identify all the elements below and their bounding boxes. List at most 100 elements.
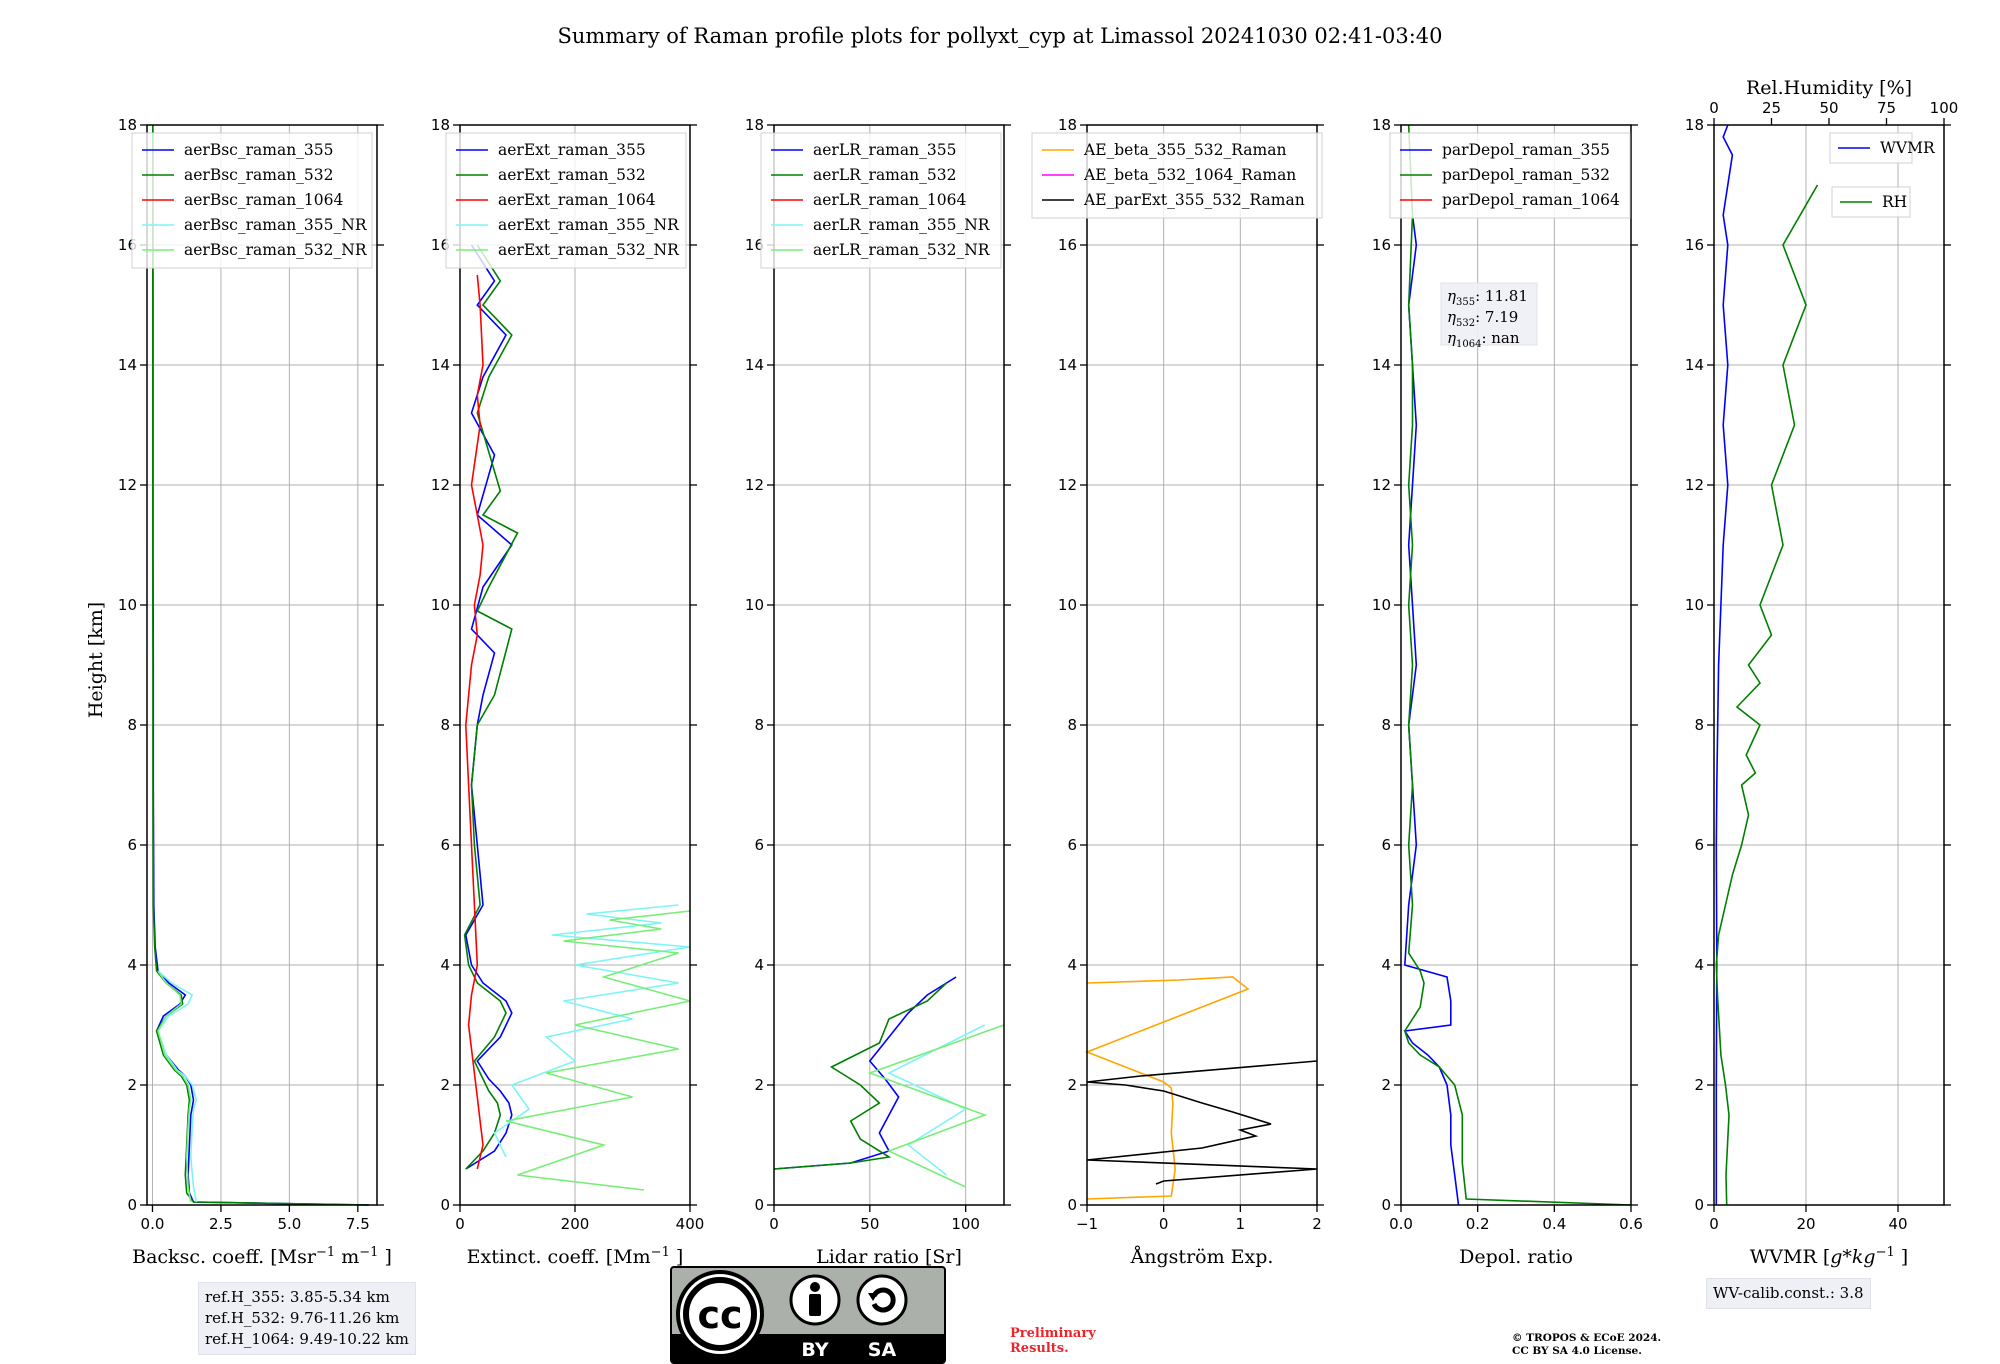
- series-line-WVMR: [1715, 124, 1734, 1205]
- tick-labels: 0 2 4 6 8 10 12 14 16 18 0 20 40: [1685, 116, 1908, 1233]
- panel-extinction: 0 2 4 6 8 10 12 14 16 18 0 200 400 Extinct. coeff. [M…: [431, 116, 704, 1268]
- xtick-label-1: 2.5: [209, 1215, 233, 1233]
- legend-entry-aerLR_raman_532_NR: aerLR_raman_532_NR: [813, 241, 991, 259]
- ref-height-355: ref.H_355: 3.85-5.34 km: [205, 1288, 390, 1306]
- xtick-label-1: 200: [561, 1215, 590, 1233]
- series-line-aerLR_raman_532: [773, 982, 948, 1170]
- rh-axis: 0 25 50 75 100: [1709, 99, 1958, 125]
- rh-tick-label-3: 75: [1877, 99, 1896, 117]
- ytick-label-9: 18: [1685, 116, 1704, 134]
- ytick-label-6: 12: [118, 476, 137, 494]
- ytick-label-2: 4: [127, 956, 137, 974]
- xtick-label-1: 50: [860, 1215, 879, 1233]
- cc-license-badge: cc BY SA: [670, 1266, 946, 1364]
- series-group: [1084, 976, 1318, 1200]
- ytick-label-2: 4: [1067, 956, 1077, 974]
- series-line-aerBsc_raman_355_NR: [157, 970, 198, 1203]
- x-axis-label: Depol. ratio: [1459, 1246, 1573, 1268]
- ytick-label-5: 10: [431, 596, 450, 614]
- ytick-label-3: 6: [440, 836, 450, 854]
- plot-frame: [773, 124, 1005, 1206]
- ytick-label-5: 10: [1685, 596, 1704, 614]
- legend-entry-AE_beta_532_1064_Raman: AE_beta_532_1064_Raman: [1083, 166, 1296, 184]
- x-axis-label: Extinct. coeff. [Mm−1 ]: [467, 1245, 684, 1268]
- xtick-label-2: 400: [676, 1215, 705, 1233]
- plot-frame: [146, 124, 378, 1206]
- x-axis-label: Ångström Exp.: [1130, 1246, 1274, 1268]
- rh-tick-label-1: 25: [1762, 99, 1781, 117]
- xtick-label-0: −1: [1076, 1215, 1098, 1233]
- ytick-label-0: 0: [754, 1196, 764, 1214]
- ytick-label-4: 8: [1381, 716, 1391, 734]
- plot-area: [1087, 125, 1317, 1205]
- xtick-label-0: 0.0: [141, 1215, 165, 1233]
- legend-entry-aerExt_raman_1064: aerExt_raman_1064: [498, 191, 656, 209]
- rh-axis-label: Rel.Humidity [%]: [1746, 77, 1912, 99]
- panel-lidar-ratio: 0 2 4 6 8 10 12 14 16 18 0 50 100 Lidar ratio [Sr] aer…: [745, 116, 1011, 1268]
- legend-entry-aerLR_raman_355: aerLR_raman_355: [813, 141, 956, 159]
- rh-tick-label-0: 0: [1709, 99, 1719, 117]
- ytick-label-0: 0: [1694, 1196, 1704, 1214]
- legend-entry-aerExt_raman_532: aerExt_raman_532: [498, 166, 646, 184]
- ytick-label-9: 18: [431, 116, 450, 134]
- ytick-label-0: 0: [440, 1196, 450, 1214]
- ytick-label-4: 8: [440, 716, 450, 734]
- ytick-label-0: 0: [127, 1196, 137, 1214]
- x-axis-label: WVMR [g*kg−1 ]: [1750, 1245, 1908, 1268]
- ytick-label-2: 4: [1694, 956, 1704, 974]
- ref-height-1064: ref.H_1064: 9.49-10.22 km: [205, 1330, 409, 1348]
- legend-entry-aerExt_raman_532_NR: aerExt_raman_532_NR: [498, 241, 680, 259]
- y-axis-label: Height [km]: [85, 602, 107, 718]
- ytick-label-1: 2: [440, 1076, 450, 1094]
- ytick-label-7: 14: [1058, 356, 1077, 374]
- series-line-aerExt_raman_1064: [464, 274, 484, 1170]
- xtick-label-2: 1: [1236, 1215, 1246, 1233]
- ytick-label-3: 6: [1381, 836, 1391, 854]
- ytick-label-6: 12: [431, 476, 450, 494]
- xtick-label-0: 0: [769, 1215, 779, 1233]
- ytick-label-8: 16: [1058, 236, 1077, 254]
- ref-height-532: ref.H_532: 9.76-11.26 km: [205, 1309, 400, 1327]
- series-group: [1715, 124, 1819, 1206]
- ytick-label-6: 12: [1058, 476, 1077, 494]
- legend-entry-aerLR_raman_355_NR: aerLR_raman_355_NR: [813, 216, 991, 234]
- xtick-label-3: 2: [1312, 1215, 1322, 1233]
- ytick-label-1: 2: [1694, 1076, 1704, 1094]
- ytick-label-7: 14: [118, 356, 137, 374]
- series-line-aerExt_raman_532: [463, 244, 519, 1170]
- series-line-aerBsc_raman_532_NR: [157, 970, 192, 1203]
- series-line-RH: [1715, 184, 1819, 1206]
- ytick-label-4: 8: [1694, 716, 1704, 734]
- legend-entry-aerExt_raman_355_NR: aerExt_raman_355_NR: [498, 216, 680, 234]
- ytick-label-1: 2: [1381, 1076, 1391, 1094]
- preliminary-note: Preliminary Results.: [1010, 1326, 1096, 1356]
- ytick-label-6: 12: [745, 476, 764, 494]
- legend-entry-aerBsc_raman_1064: aerBsc_raman_1064: [184, 191, 344, 209]
- eta-1064: η1064: nan: [1447, 329, 1520, 350]
- preliminary-line-2: Results.: [1010, 1341, 1069, 1356]
- xtick-label-3: 0.6: [1619, 1215, 1643, 1233]
- preliminary-line-1: Preliminary: [1010, 1326, 1096, 1341]
- ytick-label-7: 14: [1372, 356, 1391, 374]
- xtick-label-2: 40: [1888, 1215, 1907, 1233]
- plot-area: [774, 125, 1004, 1205]
- xtick-label-2: 0.4: [1542, 1215, 1566, 1233]
- legend: parDepol_raman_355 parDepol_raman_532 parD…: [1389, 132, 1631, 219]
- ytick-label-2: 4: [440, 956, 450, 974]
- sa-share-icon: [856, 1274, 908, 1326]
- wv-calib-box: WV-calib.const.: 3.8: [1706, 1278, 1871, 1309]
- ytick-label-1: 2: [754, 1076, 764, 1094]
- ytick-label-9: 18: [1058, 116, 1077, 134]
- ytick-label-2: 4: [1381, 956, 1391, 974]
- legend-entry-aerBsc_raman_532: aerBsc_raman_532: [184, 166, 334, 184]
- cc-main-text: cc: [697, 1293, 742, 1337]
- eta-355: η355: 11.81: [1447, 287, 1528, 308]
- legend: WVMR RH: [1829, 132, 1936, 218]
- copyright-line-1: © TROPOS & ECoE 2024.: [1512, 1332, 1662, 1344]
- legend-entry-aerBsc_raman_532_NR: aerBsc_raman_532_NR: [184, 241, 368, 259]
- legend: AE_beta_355_532_Raman AE_beta_532_1064_Ra…: [1031, 132, 1323, 219]
- xtick-label-0: 0: [1709, 1215, 1719, 1233]
